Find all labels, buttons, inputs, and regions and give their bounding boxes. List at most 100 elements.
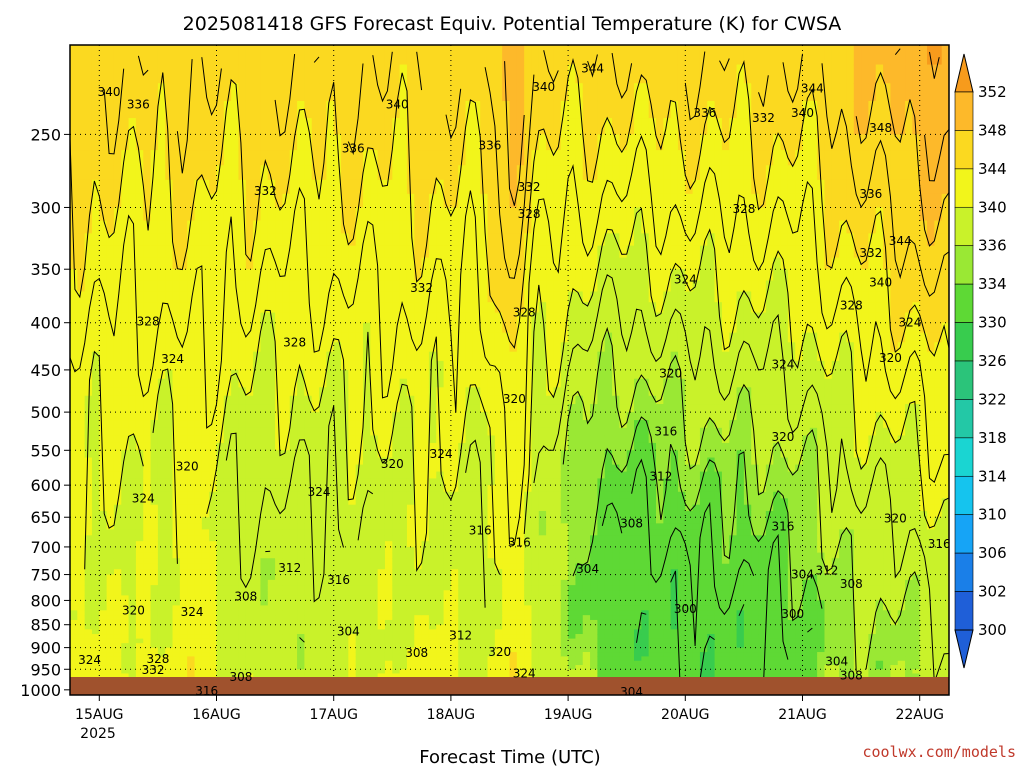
field-cell <box>282 491 291 499</box>
field-cell <box>421 541 430 548</box>
field-cell <box>201 665 210 670</box>
field-cell <box>216 387 225 397</box>
field-cell <box>231 302 240 314</box>
field-cell <box>121 511 130 518</box>
field-cell <box>106 498 115 506</box>
field-cell <box>260 457 269 466</box>
field-cell <box>253 464 262 473</box>
field-cell <box>194 118 203 136</box>
field-cell <box>135 134 144 151</box>
field-cell <box>77 491 86 499</box>
field-cell <box>223 179 232 195</box>
field-cell <box>179 535 188 542</box>
field-cell <box>267 511 276 518</box>
field-cell <box>223 435 232 444</box>
field-cell <box>450 442 459 451</box>
field-cell <box>194 457 203 466</box>
field-cell <box>363 193 371 209</box>
field-cell <box>443 629 452 635</box>
field-cell <box>494 150 503 166</box>
field-cell <box>253 647 262 653</box>
field-cell <box>487 45 496 66</box>
field-cell <box>311 269 320 282</box>
field-cell <box>282 165 291 181</box>
field-cell <box>406 624 415 630</box>
field-cell <box>333 64 342 84</box>
field-cell <box>179 634 188 640</box>
field-cell <box>128 498 137 506</box>
field-cell <box>472 619 481 626</box>
field-cell <box>355 665 364 670</box>
field-cell <box>487 590 496 596</box>
field-cell <box>399 207 408 222</box>
field-cell <box>113 665 122 670</box>
field-cell <box>84 207 93 222</box>
field-cell <box>201 412 210 421</box>
field-cell <box>494 619 503 626</box>
field-cell <box>179 312 188 324</box>
field-cell <box>143 457 152 466</box>
field-cell <box>319 541 327 548</box>
field-cell <box>245 291 254 303</box>
field-cell <box>253 378 262 388</box>
field-cell <box>333 280 342 293</box>
field-cell <box>421 523 430 530</box>
field-cell <box>458 312 467 324</box>
field-cell <box>143 624 152 630</box>
field-cell <box>172 179 181 195</box>
field-cell <box>267 629 276 635</box>
field-cell <box>436 535 445 542</box>
field-cell <box>99 624 108 630</box>
field-cell <box>128 118 137 136</box>
field-cell <box>172 387 181 397</box>
field-cell <box>187 457 196 466</box>
field-cell <box>223 269 232 282</box>
field-cell <box>253 387 262 397</box>
field-cell <box>487 615 496 621</box>
field-cell <box>311 412 320 421</box>
field-cell <box>70 595 78 602</box>
field-cell <box>399 504 408 512</box>
field-cell <box>267 638 276 644</box>
field-cell <box>363 404 371 413</box>
field-cell <box>179 595 188 602</box>
field-cell <box>231 207 240 222</box>
field-cell <box>399 64 408 84</box>
field-cell <box>150 529 159 536</box>
field-cell <box>267 558 276 565</box>
field-cell <box>377 517 386 524</box>
field-cell <box>209 647 218 653</box>
field-cell <box>494 485 503 493</box>
field-cell <box>201 579 210 586</box>
field-cell <box>494 491 503 499</box>
field-cell <box>319 412 327 421</box>
field-cell <box>70 574 78 581</box>
field-cell <box>106 342 115 353</box>
field-cell <box>209 312 218 324</box>
field-cell <box>406 605 415 611</box>
field-cell <box>77 369 86 380</box>
field-cell <box>216 342 225 353</box>
field-cell <box>443 491 452 499</box>
field-cell <box>106 378 115 388</box>
field-cell <box>421 360 430 371</box>
field-cell <box>209 615 218 621</box>
field-cell <box>333 629 342 635</box>
field-cell <box>421 546 430 554</box>
field-cell <box>77 643 86 649</box>
field-cell <box>289 552 298 559</box>
field-cell <box>304 471 313 480</box>
field-cell <box>253 638 262 644</box>
field-cell <box>253 517 262 524</box>
field-cell <box>128 558 137 565</box>
field-cell <box>143 478 152 486</box>
field-cell <box>333 291 342 303</box>
field-cell <box>238 491 247 499</box>
field-cell <box>297 342 305 353</box>
field-cell <box>421 150 430 166</box>
field-cell <box>472 552 481 559</box>
field-cell <box>289 322 298 334</box>
field-cell <box>201 233 210 247</box>
field-cell <box>179 579 188 586</box>
field-cell <box>311 395 320 405</box>
